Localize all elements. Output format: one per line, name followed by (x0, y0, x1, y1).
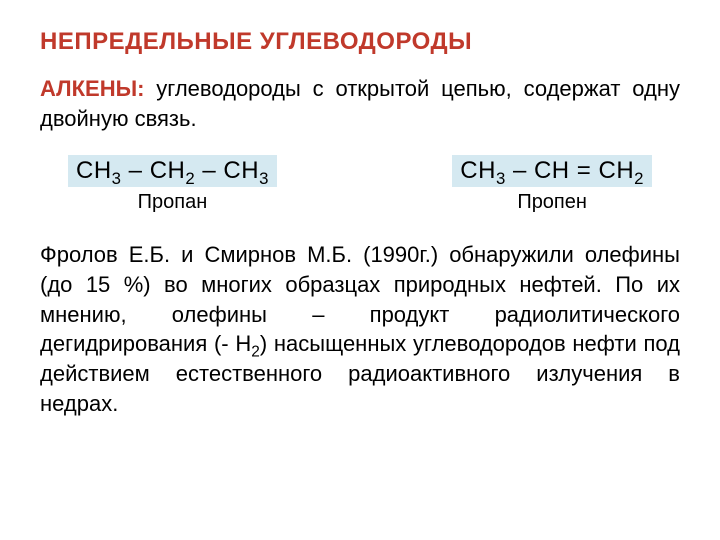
formula-right: СН3 – СН = СН2 (452, 155, 652, 187)
formula-left: СН3 – СН2 – СН3 (68, 155, 277, 187)
formula-left-name: Пропан (68, 191, 277, 214)
formula-left-block: СН3 – СН2 – СН3 Пропан (68, 155, 277, 214)
slide: НЕПРЕДЕЛЬНЫЕ УГЛЕВОДОРОДЫ АЛКЕНЫ: углево… (0, 0, 720, 540)
paragraph: Фролов Е.Б. и Смирнов М.Б. (1990г.) обна… (40, 240, 680, 418)
formula-right-name: Пропен (452, 191, 652, 214)
formula-right-block: СН3 – СН = СН2 Пропен (452, 155, 652, 214)
formulas-row: СН3 – СН2 – СН3 Пропан СН3 – СН = СН2 Пр… (40, 155, 680, 214)
slide-title: НЕПРЕДЕЛЬНЫЕ УГЛЕВОДОРОДЫ (40, 28, 680, 56)
definition-term: АЛКЕНЫ: (40, 76, 144, 101)
definition-block: АЛКЕНЫ: углеводороды с открытой цепью, с… (40, 74, 680, 133)
